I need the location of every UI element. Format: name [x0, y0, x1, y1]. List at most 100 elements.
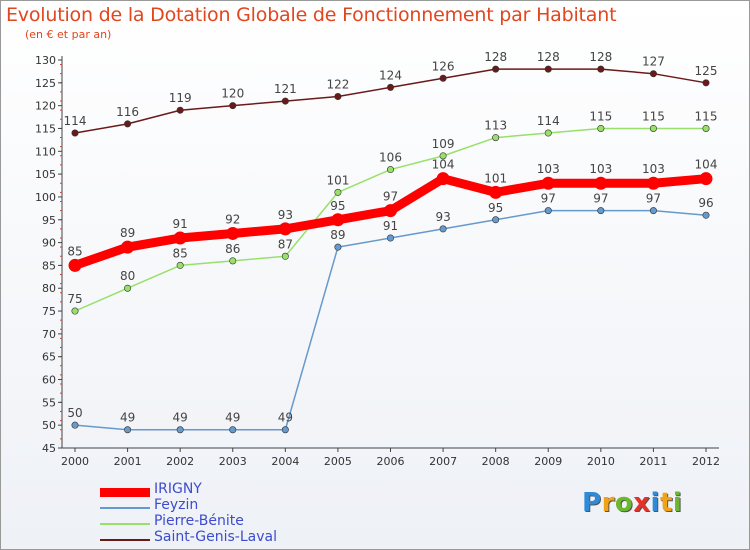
y-tick-label: 70	[42, 328, 56, 341]
data-point-pierre-b-nite	[334, 188, 342, 196]
data-label-pierre-b-nite: 106	[379, 151, 402, 165]
legend-item: IRIGNY	[100, 481, 400, 500]
data-point-irigny	[68, 258, 82, 272]
data-label-saint-genis-laval: 122	[326, 78, 349, 92]
y-tick-label: 120	[35, 100, 56, 113]
legend-item: Feyzin	[100, 497, 400, 516]
data-label-pierre-b-nite: 87	[278, 237, 293, 251]
data-point-saint-genis-laval	[386, 83, 394, 91]
data-point-saint-genis-laval	[281, 97, 289, 105]
y-tick-label: 95	[42, 214, 56, 227]
x-tick-label: 2001	[114, 455, 142, 468]
data-label-saint-genis-laval: 128	[589, 50, 612, 64]
data-label-irigny: 89	[120, 226, 135, 240]
data-label-saint-genis-laval: 121	[274, 82, 297, 96]
data-point-saint-genis-laval	[649, 70, 657, 78]
data-point-irigny	[384, 204, 397, 218]
data-label-feyzin: 93	[435, 210, 450, 224]
y-tick-label: 130	[35, 54, 56, 67]
y-tick-label: 55	[42, 396, 56, 409]
data-point-feyzin	[176, 426, 184, 434]
legend-swatch	[100, 507, 150, 509]
data-point-saint-genis-laval	[702, 79, 710, 87]
data-label-saint-genis-laval: 125	[695, 64, 718, 78]
data-point-saint-genis-laval	[597, 65, 605, 73]
data-label-irigny: 97	[383, 190, 398, 204]
y-tick-label: 115	[35, 122, 56, 135]
data-point-pierre-b-nite	[386, 166, 394, 174]
x-tick-label: 2005	[324, 455, 352, 468]
data-label-feyzin: 49	[225, 411, 240, 425]
y-tick-label: 65	[42, 351, 56, 364]
data-label-pierre-b-nite: 115	[642, 109, 665, 123]
data-label-saint-genis-laval: 116	[116, 105, 139, 119]
data-label-feyzin: 97	[541, 192, 556, 206]
data-label-pierre-b-nite: 85	[173, 246, 188, 260]
data-label-irigny: 103	[589, 162, 612, 176]
data-point-saint-genis-laval	[229, 102, 237, 110]
data-label-irigny: 104	[432, 158, 455, 172]
data-label-saint-genis-laval: 124	[379, 68, 402, 82]
x-tick-label: 2002	[166, 455, 194, 468]
data-point-saint-genis-laval	[176, 106, 184, 114]
y-tick-label: 60	[42, 374, 56, 387]
data-point-irigny	[541, 176, 555, 190]
data-point-irigny	[121, 240, 135, 254]
data-label-irigny: 104	[695, 158, 718, 172]
data-point-pierre-b-nite	[71, 307, 79, 315]
data-point-irigny	[594, 176, 608, 190]
data-point-saint-genis-laval	[492, 65, 500, 73]
data-point-irigny	[226, 226, 240, 240]
data-label-feyzin: 97	[593, 192, 608, 206]
y-tick-label: 85	[42, 259, 56, 272]
data-label-pierre-b-nite: 86	[225, 242, 240, 256]
x-tick-label: 2004	[271, 455, 299, 468]
data-label-saint-genis-laval: 126	[432, 59, 455, 73]
proxiti-logo: Proxiti	[582, 488, 683, 518]
data-point-saint-genis-laval	[71, 129, 79, 137]
data-label-feyzin: 96	[698, 196, 713, 210]
data-label-feyzin: 49	[278, 411, 293, 425]
y-tick-label: 100	[35, 191, 56, 204]
y-tick-label: 50	[42, 419, 56, 432]
legend-item: Saint-Genis-Laval	[100, 529, 400, 548]
data-label-feyzin: 49	[120, 411, 135, 425]
x-tick-label: 2011	[639, 455, 667, 468]
data-label-pierre-b-nite: 80	[120, 269, 135, 283]
data-point-pierre-b-nite	[281, 252, 289, 260]
data-point-feyzin	[71, 421, 79, 429]
legend-swatch	[100, 487, 150, 497]
y-tick-label: 75	[42, 305, 56, 318]
x-tick-label: 2007	[429, 455, 457, 468]
chart-title: Evolution de la Dotation Globale de Fonc…	[6, 4, 617, 26]
x-tick-label: 2012	[692, 455, 720, 468]
data-label-irigny: 95	[330, 199, 345, 213]
data-label-irigny: 85	[67, 244, 82, 258]
data-point-irigny	[646, 176, 660, 190]
data-label-irigny: 103	[537, 162, 560, 176]
data-label-saint-genis-laval: 127	[642, 55, 665, 69]
data-point-feyzin	[229, 426, 237, 434]
data-label-pierre-b-nite: 113	[484, 119, 507, 133]
data-label-pierre-b-nite: 115	[695, 109, 718, 123]
y-tick-label: 90	[42, 237, 56, 250]
data-point-feyzin	[281, 426, 289, 434]
data-point-feyzin	[597, 207, 605, 215]
data-point-irigny	[278, 222, 292, 236]
data-point-pierre-b-nite	[544, 129, 552, 137]
y-tick-label: 45	[42, 442, 56, 455]
data-label-pierre-b-nite: 114	[537, 114, 560, 128]
data-label-saint-genis-laval: 120	[221, 87, 244, 101]
data-point-feyzin	[544, 207, 552, 215]
data-point-feyzin	[702, 211, 710, 219]
data-point-irigny	[699, 172, 713, 186]
data-point-feyzin	[334, 243, 342, 251]
data-label-feyzin: 89	[330, 228, 345, 242]
data-point-feyzin	[492, 216, 500, 224]
x-tick-label: 2003	[219, 455, 247, 468]
y-tick-label: 110	[35, 145, 56, 158]
data-label-irigny: 91	[173, 217, 188, 231]
data-label-saint-genis-laval: 114	[64, 114, 87, 128]
data-label-pierre-b-nite: 115	[589, 109, 612, 123]
